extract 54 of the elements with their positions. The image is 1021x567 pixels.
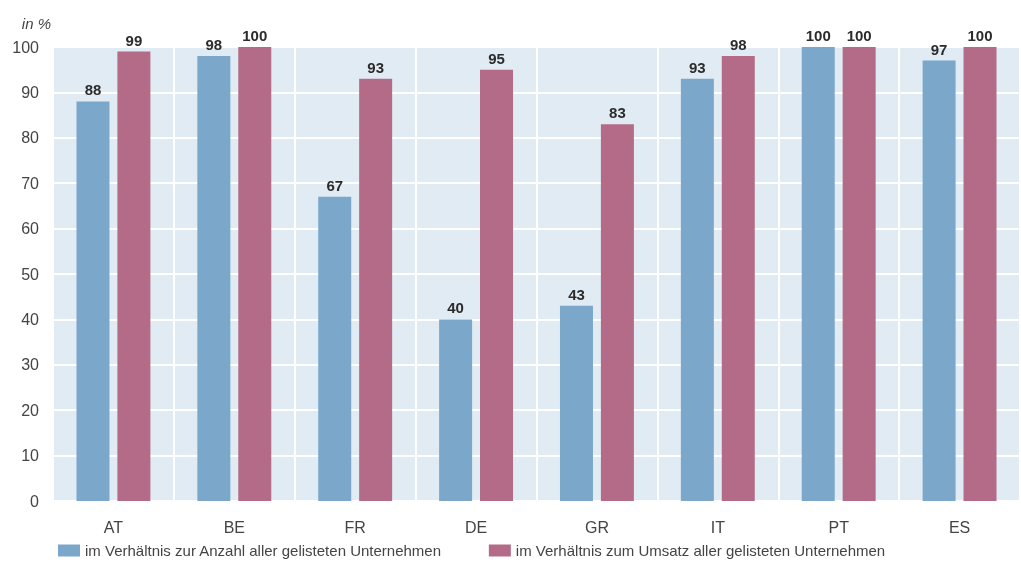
legend-label: im Verhältnis zur Anzahl aller gelisteten Unternehmen <box>85 542 442 559</box>
data-label: 99 <box>125 31 143 49</box>
x-tick-label: IT <box>710 518 726 536</box>
data-label: 43 <box>568 285 585 303</box>
y-tick-label: 10 <box>21 447 40 465</box>
y-tick-label: 100 <box>12 38 40 56</box>
bar <box>197 56 231 501</box>
bar <box>559 305 593 501</box>
x-tick-label: DE <box>464 518 488 536</box>
y-tick-label: 60 <box>21 220 40 238</box>
bar <box>842 47 876 501</box>
data-label: 93 <box>367 58 384 76</box>
y-tick-label: 70 <box>21 174 40 192</box>
bar <box>359 78 393 501</box>
data-label: 88 <box>84 81 102 99</box>
data-label: 93 <box>689 58 706 76</box>
bar <box>721 56 755 501</box>
bar <box>680 78 714 501</box>
data-label: 98 <box>729 36 747 54</box>
data-label: 40 <box>447 299 464 317</box>
data-label: 67 <box>326 176 344 194</box>
y-tick-label: 90 <box>21 83 40 101</box>
x-tick-label: GR <box>584 518 609 536</box>
bar <box>480 69 514 501</box>
y-tick-label: 20 <box>21 401 40 419</box>
x-tick-label: BE <box>223 518 245 536</box>
x-tick-label: PT <box>828 518 850 536</box>
legend-label: im Verhältnis zum Umsatz aller gelisteten Unternehmen <box>515 542 886 559</box>
x-tick-label: AT <box>103 518 124 536</box>
y-axis-title: in % <box>21 15 51 32</box>
bar <box>922 60 956 501</box>
bar <box>963 47 997 501</box>
data-label: 100 <box>967 27 993 44</box>
data-label: 100 <box>242 27 268 44</box>
y-tick-label: 0 <box>30 492 40 510</box>
bar <box>117 51 151 501</box>
bar <box>76 101 110 501</box>
bar <box>238 47 272 501</box>
data-label: 100 <box>846 27 872 44</box>
bar <box>600 124 634 501</box>
y-tick-label: 30 <box>21 356 40 374</box>
x-tick-label: ES <box>948 518 971 536</box>
y-tick-label: 80 <box>21 129 40 147</box>
data-label: 83 <box>609 104 626 122</box>
data-label: 98 <box>205 36 223 54</box>
bar <box>439 319 473 501</box>
data-label: 100 <box>805 27 831 44</box>
data-label: 97 <box>930 40 948 58</box>
y-tick-label: 40 <box>21 310 40 328</box>
bar <box>318 196 352 501</box>
bar <box>801 47 835 501</box>
x-tick-label: FR <box>344 518 366 536</box>
data-label: 95 <box>488 49 505 67</box>
y-tick-label: 50 <box>21 265 40 283</box>
